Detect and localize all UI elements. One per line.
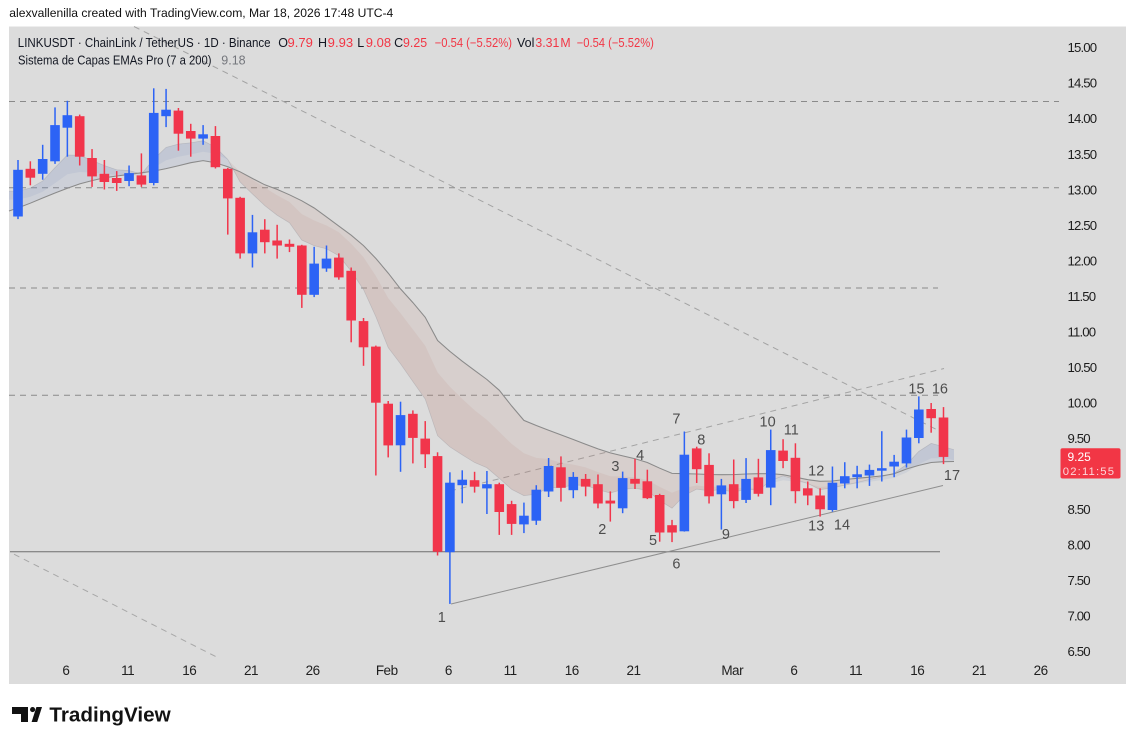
svg-text:13.00: 13.00 (1068, 182, 1097, 197)
svg-text:26: 26 (1034, 663, 1048, 678)
svg-text:TradingView: TradingView (49, 704, 170, 727)
svg-text:13: 13 (808, 519, 824, 535)
svg-text:2: 2 (598, 522, 606, 538)
svg-text:11: 11 (121, 663, 134, 678)
svg-text:26: 26 (306, 663, 320, 678)
svg-text:8.00: 8.00 (1068, 538, 1091, 553)
svg-text:13.50: 13.50 (1068, 147, 1097, 162)
svg-text:6: 6 (790, 663, 797, 678)
svg-text:LINKUSDT · ChainLink / TetherU: LINKUSDT · ChainLink / TetherUS · 1D · B… (18, 36, 271, 50)
svg-text:11.50: 11.50 (1068, 289, 1096, 304)
svg-text:Vol: Vol (517, 36, 534, 50)
svg-text:9.50: 9.50 (1068, 431, 1091, 446)
svg-text:21: 21 (972, 663, 986, 678)
svg-text:Sistema de Capas EMAs Pro (7 a: Sistema de Capas EMAs Pro (7 a 200) (18, 54, 212, 68)
svg-text:16: 16 (910, 663, 924, 678)
svg-text:11: 11 (849, 663, 862, 678)
svg-text:21: 21 (244, 663, 258, 678)
svg-text:7.00: 7.00 (1068, 609, 1091, 624)
svg-text:6.50: 6.50 (1068, 644, 1091, 659)
svg-text:9: 9 (722, 527, 730, 543)
svg-text:10: 10 (760, 415, 776, 431)
svg-text:10.00: 10.00 (1068, 395, 1097, 410)
svg-text:11: 11 (504, 663, 517, 678)
svg-text:C: C (394, 36, 403, 50)
svg-text:9.25: 9.25 (403, 36, 427, 50)
svg-text:8: 8 (697, 433, 705, 449)
svg-text:L: L (357, 36, 364, 50)
svg-text:6: 6 (672, 557, 680, 573)
svg-text:12.50: 12.50 (1068, 218, 1097, 233)
svg-text:alexvallenilla created with Tr: alexvallenilla created with TradingView.… (9, 6, 393, 20)
svg-text:9.08: 9.08 (366, 36, 391, 50)
svg-text:12.00: 12.00 (1068, 253, 1097, 268)
svg-text:−0.54 (−5.52%): −0.54 (−5.52%) (435, 36, 512, 50)
svg-text:16: 16 (565, 663, 579, 678)
svg-text:9.18: 9.18 (221, 54, 245, 68)
svg-text:9.79: 9.79 (288, 36, 313, 50)
svg-text:10.50: 10.50 (1068, 360, 1097, 375)
svg-text:15: 15 (908, 382, 924, 398)
svg-text:16: 16 (182, 663, 196, 678)
svg-text:9.25: 9.25 (1068, 450, 1092, 464)
svg-text:14.00: 14.00 (1068, 111, 1097, 126)
svg-text:11.00: 11.00 (1068, 324, 1096, 339)
svg-text:Mar: Mar (721, 663, 744, 678)
svg-text:17: 17 (944, 468, 960, 484)
svg-text:7.50: 7.50 (1068, 573, 1091, 588)
svg-text:21: 21 (626, 663, 640, 678)
svg-text:02:11:55: 02:11:55 (1063, 466, 1115, 478)
svg-text:15.00: 15.00 (1068, 40, 1097, 55)
svg-text:−0.54 (−5.52%): −0.54 (−5.52%) (577, 36, 654, 50)
svg-text:1: 1 (438, 610, 446, 626)
svg-text:4: 4 (636, 448, 644, 464)
svg-text:3.31 M: 3.31 M (535, 36, 570, 50)
svg-text:14: 14 (834, 518, 850, 534)
svg-text:O: O (278, 36, 288, 50)
svg-text:12: 12 (808, 464, 824, 480)
svg-text:14.50: 14.50 (1068, 76, 1097, 91)
svg-text:H: H (318, 36, 327, 50)
svg-text:6: 6 (62, 663, 69, 678)
svg-text:9.93: 9.93 (328, 36, 353, 50)
svg-text:11: 11 (784, 423, 799, 439)
svg-text:3: 3 (611, 459, 619, 475)
svg-text:5: 5 (649, 533, 657, 549)
svg-text:16: 16 (932, 382, 948, 398)
svg-text:7: 7 (672, 412, 680, 428)
svg-text:Feb: Feb (376, 663, 398, 678)
svg-text:6: 6 (445, 663, 452, 678)
svg-text:8.50: 8.50 (1068, 502, 1091, 517)
